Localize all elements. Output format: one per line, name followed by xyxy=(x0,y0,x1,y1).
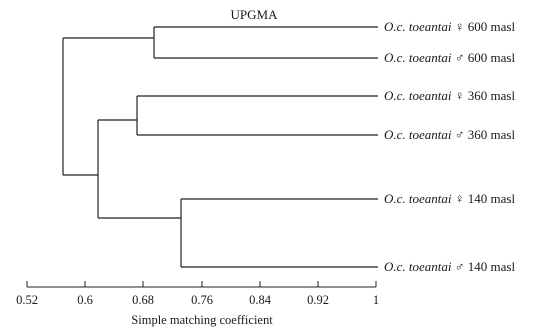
x-tick-label: 1 xyxy=(373,293,379,307)
leaf-labels: O.c. toeantai ♀ 600 masl O.c. toeantai ♂… xyxy=(384,19,515,274)
x-axis-title: Simple matching coefficient xyxy=(131,313,273,327)
x-axis: 0.52 0.6 0.68 0.76 0.84 0.92 1 Simple ma… xyxy=(16,281,379,327)
leaf-label-6: O.c. toeantai ♂ 140 masl xyxy=(384,259,515,274)
x-tick-label: 0.6 xyxy=(77,293,93,307)
leaf-label-3: O.c. toeantai ♀ 360 masl xyxy=(384,88,515,103)
figure-title: UPGMA xyxy=(231,7,279,22)
x-tick-label: 0.68 xyxy=(132,293,154,307)
leaf-label-5: O.c. toeantai ♀ 140 masl xyxy=(384,191,515,206)
dendrogram-tree xyxy=(62,26,378,268)
x-tick-label: 0.84 xyxy=(249,293,272,307)
x-tick-label: 0.52 xyxy=(16,293,38,307)
leaf-label-4: O.c. toeantai ♂ 360 masl xyxy=(384,127,515,142)
leaf-label-1: O.c. toeantai ♀ 600 masl xyxy=(384,19,515,34)
leaf-label-2: O.c. toeantai ♂ 600 masl xyxy=(384,50,515,65)
x-tick-label: 0.92 xyxy=(307,293,329,307)
x-tick-label: 0.76 xyxy=(191,293,213,307)
